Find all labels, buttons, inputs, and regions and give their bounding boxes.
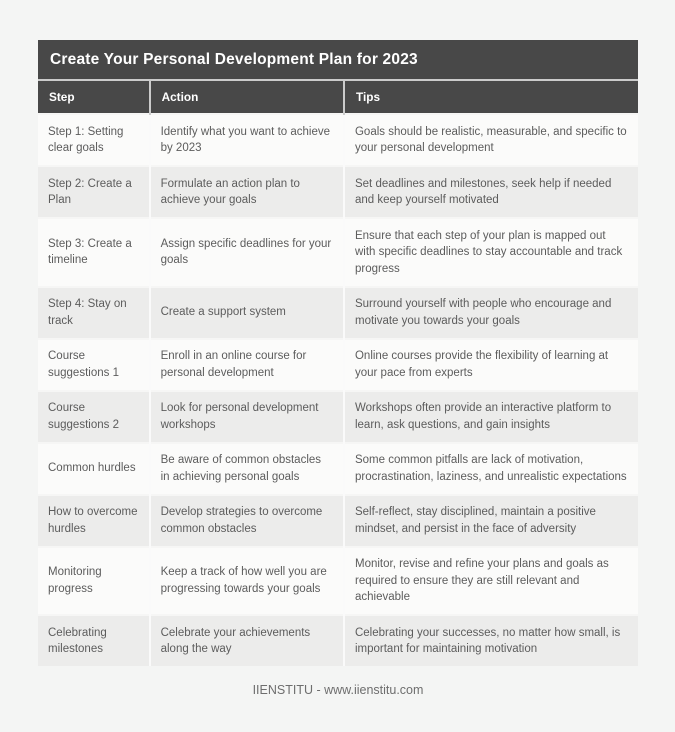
step-cell: Course suggestions 1	[38, 337, 150, 391]
table-row: Course suggestions 2 Look for personal de…	[38, 389, 638, 443]
tips-cell: Online courses provide the flexibility o…	[342, 337, 638, 391]
tips-cell: Surround yourself with people who encour…	[342, 285, 638, 339]
action-cell: Create a support system	[148, 285, 344, 339]
table-row: Step 1: Setting clear goals Identify what…	[38, 113, 638, 166]
header-row: Step Action Tips	[38, 81, 638, 114]
tips-cell: Self-reflect, stay disciplined, maintain…	[342, 493, 638, 547]
table-row: Monitoring progress Keep a track of how w…	[38, 545, 638, 615]
action-cell: Keep a track of how well you are progres…	[148, 545, 344, 615]
development-plan-table: Create Your Personal Development Plan fo…	[38, 40, 638, 666]
column-header-step: Step	[38, 81, 150, 114]
action-cell: Enroll in an online course for personal …	[148, 337, 344, 391]
column-header-tips: Tips	[342, 81, 638, 114]
action-cell: Celebrate your achievements along the wa…	[148, 614, 344, 666]
step-cell: Step 3: Create a timeline	[38, 217, 150, 287]
action-cell: Assign specific deadlines for your goals	[148, 217, 344, 287]
action-cell: Identify what you want to achieve by 202…	[148, 113, 344, 166]
tips-cell: Set deadlines and milestones, seek help …	[342, 165, 638, 218]
step-cell: How to overcome hurdles	[38, 493, 150, 547]
table-row: Common hurdles Be aware of common obstacl…	[38, 441, 638, 495]
step-cell: Celebrating milestones	[38, 614, 150, 666]
tips-cell: Some common pitfalls are lack of motivat…	[342, 441, 638, 495]
table-title: Create Your Personal Development Plan fo…	[38, 40, 638, 81]
step-cell: Step 1: Setting clear goals	[38, 113, 150, 166]
step-cell: Step 4: Stay on track	[38, 285, 150, 339]
step-cell: Course suggestions 2	[38, 389, 150, 443]
table-row: Course suggestions 1 Enroll in an online …	[38, 337, 638, 391]
action-cell: Be aware of common obstacles in achievin…	[148, 441, 344, 495]
table-row: Celebrating milestones Celebrate your ach…	[38, 614, 638, 666]
footer-text: IIENSTITU - www.iienstitu.com	[252, 683, 424, 697]
step-cell: Monitoring progress	[38, 545, 150, 615]
column-header-action: Action	[148, 81, 344, 114]
plan-table: Step Action Tips Step 1: Setting clear g…	[38, 81, 638, 666]
table-row: How to overcome hurdles Develop strategie…	[38, 493, 638, 547]
step-cell: Common hurdles	[38, 441, 150, 495]
step-cell: Step 2: Create a Plan	[38, 165, 150, 218]
table-header: Step Action Tips	[38, 81, 638, 114]
action-cell: Formulate an action plan to achieve your…	[148, 165, 344, 218]
table-row: Step 3: Create a timeline Assign specific…	[38, 217, 638, 287]
tips-cell: Workshops often provide an interactive p…	[342, 389, 638, 443]
tips-cell: Ensure that each step of your plan is ma…	[342, 217, 638, 287]
table-body: Step 1: Setting clear goals Identify what…	[38, 113, 638, 666]
table-row: Step 2: Create a Plan Formulate an action…	[38, 165, 638, 218]
tips-cell: Goals should be realistic, measurable, a…	[342, 113, 638, 166]
tips-cell: Celebrating your successes, no matter ho…	[342, 614, 638, 666]
tips-cell: Monitor, revise and refine your plans an…	[342, 545, 638, 615]
action-cell: Look for personal development workshops	[148, 389, 344, 443]
table-row: Step 4: Stay on track Create a support sy…	[38, 285, 638, 339]
action-cell: Develop strategies to overcome common ob…	[148, 493, 344, 547]
